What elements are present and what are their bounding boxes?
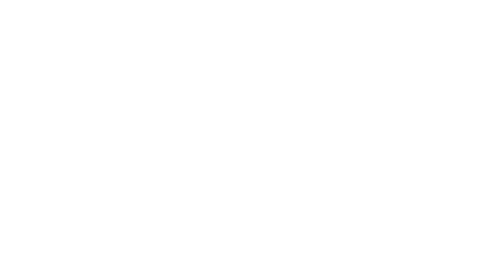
Bar	[200, 242, 238, 253]
Text: 3: 3	[204, 139, 210, 149]
Bar	[200, 165, 208, 176]
Bar	[200, 88, 457, 99]
Text: Record Count: Record Count	[407, 32, 478, 42]
Text: 25: 25	[219, 179, 232, 189]
Bar	[200, 138, 202, 149]
Text: 3: 3	[204, 202, 210, 212]
Text: 63: 63	[246, 75, 258, 85]
Text: 30: 30	[223, 152, 235, 162]
Text: 54: 54	[240, 243, 252, 253]
Text: 361: 361	[458, 88, 476, 99]
Text: 12: 12	[210, 165, 222, 176]
Bar	[200, 215, 331, 226]
Text: 122: 122	[288, 102, 307, 112]
Bar	[200, 75, 245, 85]
Bar	[200, 179, 218, 189]
Bar	[200, 229, 245, 240]
Text: 184: 184	[332, 216, 350, 226]
Bar	[200, 202, 202, 213]
Bar	[200, 152, 222, 163]
Bar	[200, 102, 287, 112]
Text: 63: 63	[246, 229, 258, 239]
Bar	[200, 115, 311, 126]
Text: Open WO Status: Open WO Status	[200, 21, 349, 39]
Text: 156: 156	[312, 115, 331, 126]
